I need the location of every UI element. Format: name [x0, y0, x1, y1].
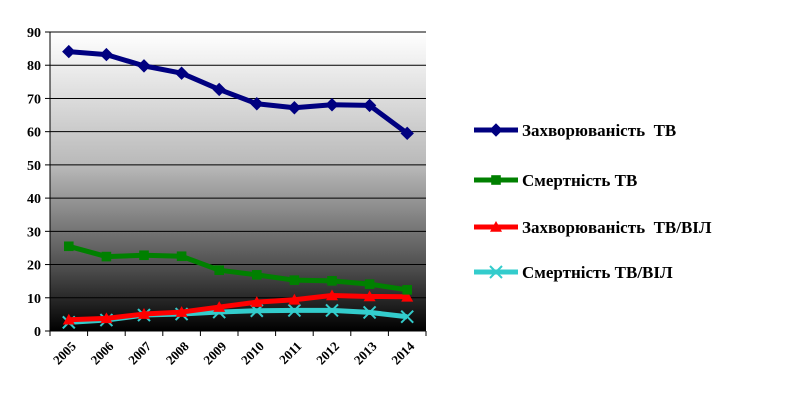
data-point: [402, 285, 412, 295]
legend-label: Захворюваність ТВ: [522, 121, 676, 140]
x-axis-ticks: 2005 2006 2007 2008 2009 2010 2011 2012 2013 2014: [49, 331, 427, 368]
legend-item-3: Захворюваність ТВ/ВІЛ: [474, 218, 712, 237]
data-point: [326, 289, 338, 301]
y-tick-label: 80: [27, 59, 41, 74]
data-point: [137, 59, 151, 73]
legend: Захворюваність ТВ Смертність ТВ Захворюван…: [474, 121, 712, 282]
data-point: [491, 175, 501, 185]
series-2: [64, 241, 412, 295]
data-point: [252, 270, 262, 280]
x-tick-label: 2014: [388, 338, 417, 367]
data-point: [325, 303, 339, 318]
x-tick-label: 2007: [125, 338, 154, 367]
data-point: [175, 306, 188, 317]
x-tick-label: 2005: [50, 338, 79, 367]
y-tick-label: 20: [27, 259, 41, 274]
series-3: [62, 289, 414, 325]
y-tick-label: 60: [27, 126, 41, 141]
y-tick-label: 10: [27, 292, 41, 307]
data-point: [327, 276, 337, 286]
x-tick-label: 2012: [313, 339, 342, 368]
data-point: [287, 101, 302, 115]
x-tick-label: 2006: [88, 338, 117, 367]
data-point: [100, 312, 113, 324]
data-point: [64, 241, 74, 252]
y-tick-label: 90: [27, 26, 41, 41]
series-line: [68, 243, 408, 293]
data-point: [362, 98, 377, 113]
series-1: [62, 44, 414, 141]
y-tick-label: 50: [27, 159, 41, 174]
data-point: [62, 313, 75, 325]
data-point: [214, 265, 224, 276]
data-point: [289, 275, 300, 285]
data-point: [176, 251, 187, 262]
y-tick-label: 70: [27, 92, 41, 107]
y-axis-ticks: 0 10 20 30 40 50 60 70 80 90: [27, 26, 50, 340]
x-tick-label: 2010: [238, 339, 267, 368]
data-point: [250, 296, 263, 307]
data-point: [325, 98, 339, 112]
data-point: [288, 293, 301, 305]
legend-label: Смертність ТВ: [522, 171, 637, 190]
data-point: [489, 123, 503, 137]
series-line: [68, 292, 408, 323]
x-tick-label: 2011: [276, 339, 304, 367]
data-point: [99, 47, 114, 62]
gridlines: [50, 31, 426, 299]
data-point: [401, 290, 414, 302]
data-point: [363, 290, 376, 302]
data-point: [400, 310, 414, 324]
data-point: [138, 308, 150, 319]
data-point: [362, 305, 377, 320]
x-tick-label: 2008: [163, 338, 192, 367]
data-point: [250, 97, 264, 111]
series-line: [68, 49, 409, 136]
data-point: [364, 279, 375, 289]
x-tick-label: 2009: [200, 338, 229, 367]
legend-item-4: Смертність ТВ/ВІЛ: [474, 263, 673, 282]
legend-item-2: Смертність ТВ: [474, 171, 637, 190]
data-point: [62, 44, 76, 59]
data-point: [490, 221, 502, 232]
data-point: [101, 251, 112, 262]
data-point: [212, 82, 226, 97]
x-tick-label: 2013: [351, 338, 380, 367]
series-group: [62, 44, 414, 330]
data-point: [213, 301, 226, 312]
data-point: [174, 66, 189, 80]
legend-label: Захворюваність ТВ/ВІЛ: [522, 218, 712, 237]
y-tick-label: 0: [34, 325, 41, 340]
data-point: [400, 126, 414, 141]
data-point: [287, 303, 302, 318]
data-point: [139, 250, 149, 261]
y-tick-label: 30: [27, 225, 41, 240]
legend-item-1: Захворюваність ТВ: [474, 121, 676, 140]
y-tick-label: 40: [27, 192, 41, 207]
legend-label: Смертність ТВ/ВІЛ: [522, 263, 673, 282]
data-point: [489, 265, 503, 279]
